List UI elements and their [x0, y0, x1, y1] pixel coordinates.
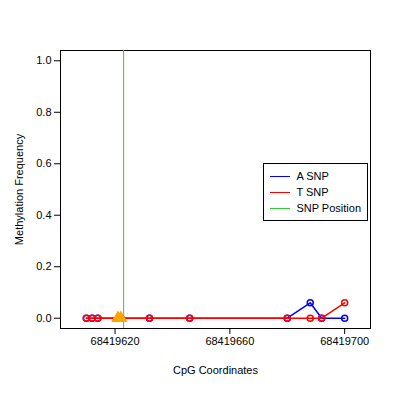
svg-text:Methylation Frequency: Methylation Frequency: [13, 133, 25, 245]
svg-text:68419660: 68419660: [205, 335, 254, 347]
svg-text:0.2: 0.2: [36, 260, 51, 272]
html-text:SNP Position: SNP Position: [296, 202, 361, 214]
svg-text:68419620: 68419620: [91, 335, 140, 347]
svg-text:0.0: 0.0: [36, 312, 51, 324]
html-text:T SNP: T SNP: [296, 186, 329, 198]
svg-text:0.8: 0.8: [36, 106, 51, 118]
svg-text:0.4: 0.4: [36, 209, 51, 221]
html-text:A SNP: A SNP: [296, 170, 329, 182]
svg-text:CpG Coordinates: CpG Coordinates: [173, 364, 258, 376]
svg-text:68419700: 68419700: [320, 335, 369, 347]
svg-text:0.6: 0.6: [36, 157, 51, 169]
svg-text:1.0: 1.0: [36, 54, 51, 66]
